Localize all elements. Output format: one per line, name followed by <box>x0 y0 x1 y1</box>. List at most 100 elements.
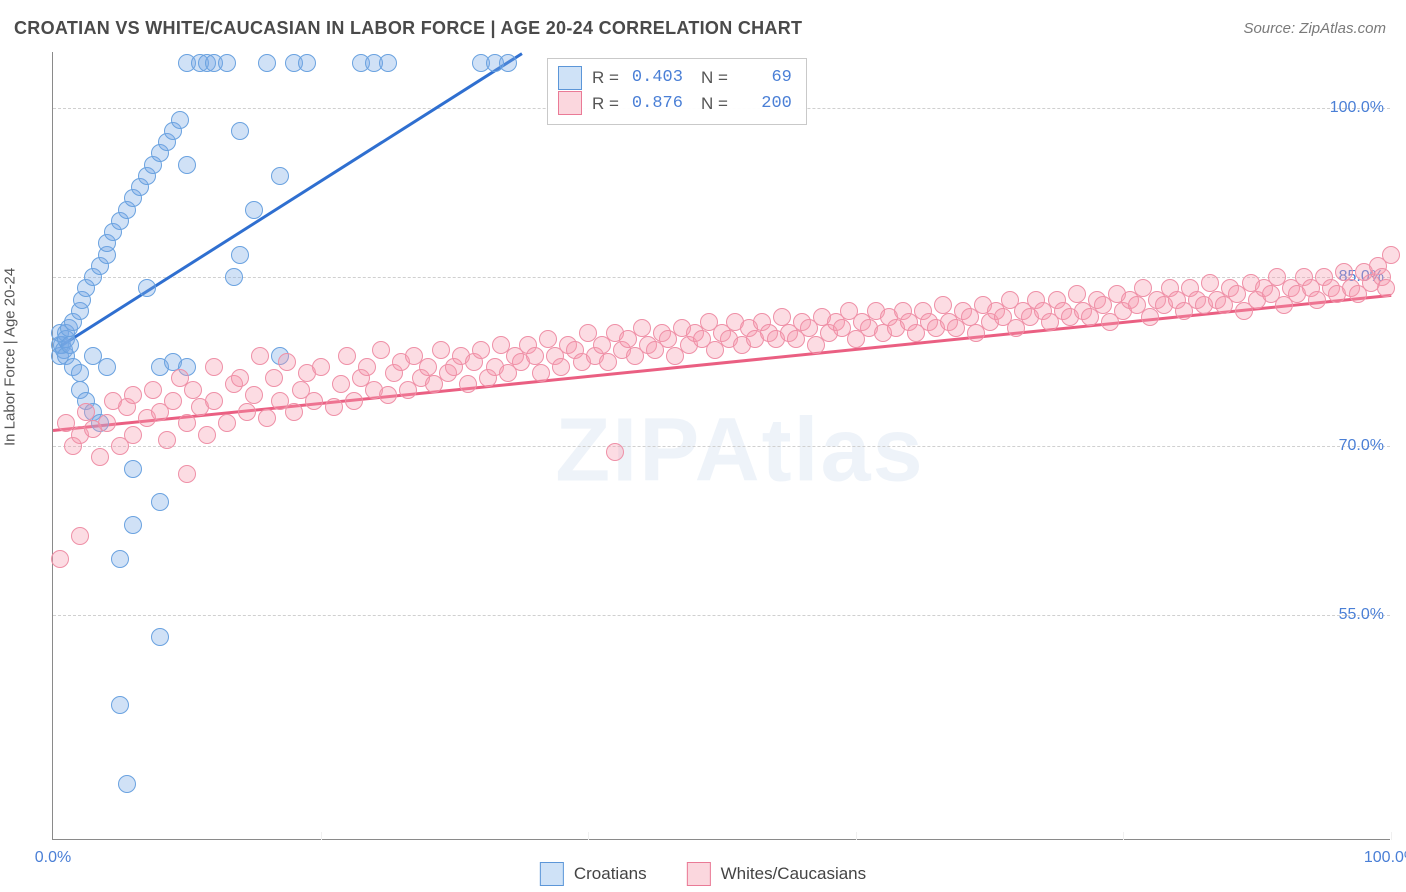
marker-whites <box>345 392 363 410</box>
marker-whites <box>459 375 477 393</box>
marker-whites <box>532 364 550 382</box>
marker-croatians <box>379 54 397 72</box>
gridline-v <box>1123 832 1124 840</box>
legend-item: Croatians <box>540 862 647 886</box>
marker-whites <box>198 426 216 444</box>
marker-whites <box>178 465 196 483</box>
marker-whites <box>77 403 95 421</box>
stats-row: R = 0.876 N = 200 <box>558 91 792 117</box>
xtick-label: 100.0% <box>1364 849 1406 867</box>
legend-label: Whites/Caucasians <box>721 864 867 884</box>
yaxis-title: In Labor Force | Age 20-24 <box>2 268 19 446</box>
marker-whites <box>1377 279 1395 297</box>
marker-whites <box>124 426 142 444</box>
stats-r-label: R = <box>592 91 619 117</box>
marker-whites <box>218 414 236 432</box>
chart-container: CROATIAN VS WHITE/CAUCASIAN IN LABOR FOR… <box>0 0 1406 892</box>
gridline-h <box>53 446 1390 447</box>
marker-whites <box>773 308 791 326</box>
gridline-v <box>321 832 322 840</box>
stats-n-label: N = <box>701 65 728 91</box>
ytick-label: 70.0% <box>1339 437 1384 455</box>
marker-croatians <box>124 516 142 534</box>
marker-croatians <box>111 550 129 568</box>
marker-croatians <box>151 628 169 646</box>
legend-swatch <box>687 862 711 886</box>
gridline-v <box>1391 832 1392 840</box>
stats-r-value: 0.876 <box>629 91 683 117</box>
marker-croatians <box>71 364 89 382</box>
marker-whites <box>372 341 390 359</box>
marker-whites <box>205 392 223 410</box>
stats-n-value: 200 <box>738 91 792 117</box>
marker-croatians <box>218 54 236 72</box>
marker-whites <box>1201 274 1219 292</box>
marker-croatians <box>124 460 142 478</box>
marker-whites <box>325 398 343 416</box>
marker-whites <box>358 358 376 376</box>
source-label: Source: ZipAtlas.com <box>1243 20 1386 37</box>
marker-whites <box>633 319 651 337</box>
marker-croatians <box>245 201 263 219</box>
marker-whites <box>178 414 196 432</box>
marker-whites <box>184 381 202 399</box>
bottom-legend: Croatians Whites/Caucasians <box>540 862 866 886</box>
marker-croatians <box>271 167 289 185</box>
gridline-v <box>856 832 857 840</box>
plot-area: ZIPAtlas 55.0%70.0%85.0%100.0%0.0%100.0% <box>52 52 1390 840</box>
gridline-h <box>53 277 1390 278</box>
marker-whites <box>205 358 223 376</box>
marker-whites <box>379 386 397 404</box>
stats-legend-box: R =0.403N =69R = 0.876 N = 200 <box>547 58 807 125</box>
marker-whites <box>144 381 162 399</box>
marker-whites <box>332 375 350 393</box>
marker-croatians <box>258 54 276 72</box>
marker-croatians <box>178 156 196 174</box>
marker-whites <box>265 369 283 387</box>
legend-label: Croatians <box>574 864 647 884</box>
legend-swatch <box>558 91 582 115</box>
legend-item: Whites/Caucasians <box>687 862 867 886</box>
marker-whites <box>1335 263 1353 281</box>
marker-croatians <box>225 268 243 286</box>
marker-whites <box>1068 285 1086 303</box>
marker-whites <box>312 358 330 376</box>
marker-whites <box>164 392 182 410</box>
stats-r-label: R = <box>592 65 619 91</box>
marker-whites <box>934 296 952 314</box>
marker-croatians <box>231 122 249 140</box>
marker-croatians <box>118 775 136 793</box>
marker-whites <box>606 443 624 461</box>
stats-row: R =0.403N =69 <box>558 65 792 91</box>
marker-whites <box>419 358 437 376</box>
marker-whites <box>71 527 89 545</box>
marker-whites <box>98 414 116 432</box>
chart-title: CROATIAN VS WHITE/CAUCASIAN IN LABOR FOR… <box>14 18 802 39</box>
marker-croatians <box>151 493 169 511</box>
stats-n-label: N = <box>701 91 728 117</box>
marker-whites <box>258 409 276 427</box>
marker-croatians <box>111 696 129 714</box>
marker-whites <box>539 330 557 348</box>
marker-whites <box>338 347 356 365</box>
marker-whites <box>472 341 490 359</box>
marker-whites <box>91 448 109 466</box>
marker-whites <box>51 550 69 568</box>
ytick-label: 100.0% <box>1330 99 1384 117</box>
gridline-v <box>588 832 589 840</box>
marker-croatians <box>298 54 316 72</box>
marker-croatians <box>231 246 249 264</box>
marker-croatians <box>499 54 517 72</box>
marker-whites <box>526 347 544 365</box>
legend-swatch <box>540 862 564 886</box>
gridline-h <box>53 615 1390 616</box>
marker-croatians <box>171 111 189 129</box>
marker-whites <box>124 386 142 404</box>
ytick-label: 55.0% <box>1339 606 1384 624</box>
marker-whites <box>305 392 323 410</box>
marker-croatians <box>138 279 156 297</box>
marker-whites <box>1382 246 1400 264</box>
marker-whites <box>432 341 450 359</box>
marker-whites <box>278 353 296 371</box>
marker-whites <box>552 358 570 376</box>
